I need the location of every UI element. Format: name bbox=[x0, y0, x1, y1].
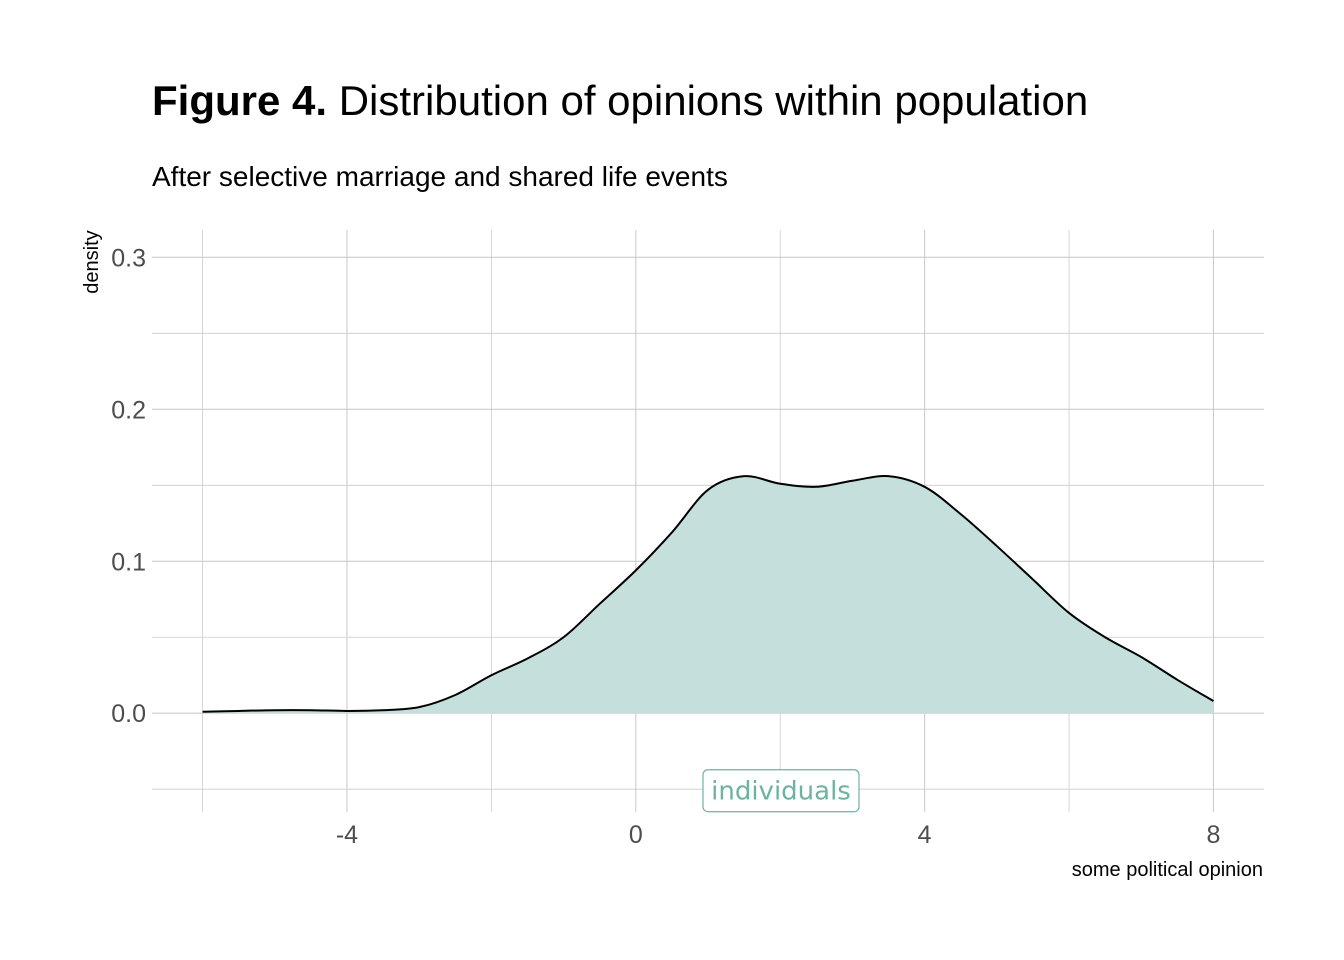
x-tick-label: 4 bbox=[918, 821, 932, 849]
y-tick-label: 0.2 bbox=[111, 396, 146, 424]
figure-title-prefix: Figure 4. bbox=[152, 77, 327, 124]
y-tick-label: 0.3 bbox=[111, 244, 146, 272]
x-tick-label: 0 bbox=[629, 821, 643, 849]
y-tick-label: 0.1 bbox=[111, 548, 146, 576]
density-area bbox=[202, 476, 1214, 714]
y-tick-labels: 0.0 0.1 0.2 0.3 bbox=[111, 244, 146, 728]
x-axis-title: some political opinion bbox=[1072, 859, 1263, 881]
x-tick-labels: -4 0 4 8 bbox=[336, 821, 1221, 849]
y-axis-title: density bbox=[81, 230, 103, 293]
figure-subtitle: After selective marriage and shared life… bbox=[152, 161, 728, 192]
x-tick-label: 8 bbox=[1207, 821, 1221, 849]
x-tick-label: -4 bbox=[336, 821, 358, 849]
figure-title: Figure 4. Distribution of opinions withi… bbox=[152, 77, 1088, 124]
y-tick-label: 0.0 bbox=[111, 700, 146, 728]
density-curve bbox=[202, 475, 1214, 713]
figure-title-text: Distribution of opinions within populati… bbox=[327, 77, 1088, 124]
plot-area: 0.0 0.1 0.2 0.3 -4 0 4 8 individuals bbox=[111, 230, 1264, 849]
individuals-label: individuals bbox=[711, 777, 851, 807]
individuals-annotation: individuals bbox=[702, 769, 860, 813]
individuals-label-box bbox=[702, 769, 860, 813]
